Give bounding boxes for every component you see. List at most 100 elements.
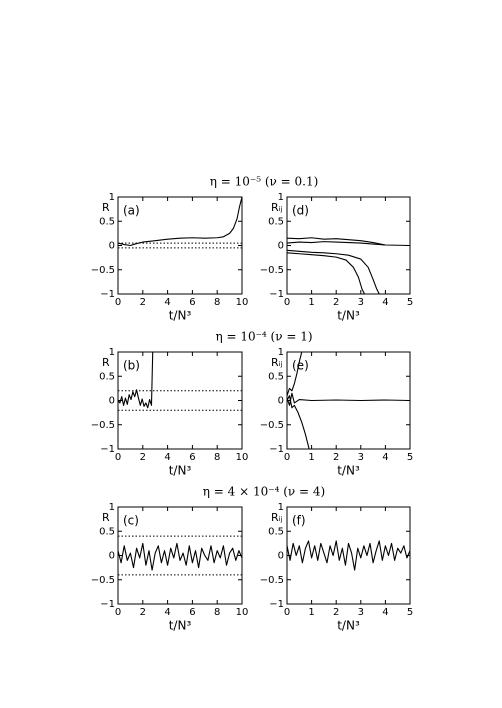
y-tick-label: −1 bbox=[269, 599, 284, 610]
y-tick-label: 0.5 bbox=[99, 216, 115, 227]
y-tick-label: −0.5 bbox=[260, 265, 284, 276]
x-axis-label: t/N³ bbox=[337, 464, 360, 478]
x-axis-label: t/N³ bbox=[169, 619, 192, 633]
x-tick-label: 2 bbox=[333, 607, 339, 618]
y-tick-label: 0 bbox=[109, 241, 115, 252]
x-axis-label: t/N³ bbox=[337, 309, 360, 323]
x-tick-label: 10 bbox=[236, 607, 249, 618]
y-tick-label: 0.5 bbox=[268, 371, 284, 382]
y-tick-label: −0.5 bbox=[91, 420, 115, 431]
panel-label: (a) bbox=[123, 204, 140, 218]
data-line bbox=[286, 241, 386, 246]
x-axis-label: t/N³ bbox=[337, 619, 360, 633]
x-tick-label: 0 bbox=[284, 452, 290, 463]
row-title: η = 4 × 10⁻⁴ (ν = 4) bbox=[203, 485, 325, 499]
y-tick-label: 0.5 bbox=[99, 526, 115, 537]
x-tick-label: 0 bbox=[115, 607, 121, 618]
data-line bbox=[117, 351, 242, 409]
y-tick-label: 0.5 bbox=[268, 216, 284, 227]
y-tick-label: 0.5 bbox=[99, 371, 115, 382]
data-line bbox=[286, 540, 411, 571]
y-tick-label: 1 bbox=[278, 347, 284, 358]
x-tick-label: 5 bbox=[407, 452, 413, 463]
x-tick-label: 6 bbox=[189, 297, 195, 308]
y-tick-label: −1 bbox=[100, 289, 115, 300]
y-tick-label: −1 bbox=[100, 444, 115, 455]
y-tick-label: −0.5 bbox=[91, 265, 115, 276]
data-line bbox=[286, 252, 410, 295]
y-axis-label: Rᵢⱼ bbox=[271, 356, 283, 369]
x-tick-label: 6 bbox=[189, 607, 195, 618]
x-tick-label: 1 bbox=[308, 452, 314, 463]
panel-label: (d) bbox=[292, 204, 309, 218]
x-tick-label: 4 bbox=[164, 607, 170, 618]
y-tick-label: 1 bbox=[278, 192, 284, 203]
data-line bbox=[117, 542, 243, 571]
panel-label: (b) bbox=[123, 359, 140, 373]
y-tick-label: 0.5 bbox=[268, 526, 284, 537]
x-tick-label: 2 bbox=[333, 297, 339, 308]
x-tick-label: 2 bbox=[140, 452, 146, 463]
y-axis-label: R bbox=[102, 511, 110, 524]
x-tick-label: 8 bbox=[214, 297, 220, 308]
x-tick-label: 10 bbox=[236, 297, 249, 308]
x-tick-label: 3 bbox=[358, 607, 364, 618]
x-tick-label: 4 bbox=[164, 452, 170, 463]
x-tick-label: 1 bbox=[308, 607, 314, 618]
data-line bbox=[286, 237, 411, 247]
y-axis-label: Rᵢⱼ bbox=[271, 201, 283, 214]
y-tick-label: −1 bbox=[100, 599, 115, 610]
x-tick-label: 4 bbox=[164, 297, 170, 308]
data-line bbox=[286, 395, 410, 450]
x-tick-label: 0 bbox=[115, 297, 121, 308]
x-tick-label: 8 bbox=[214, 607, 220, 618]
y-tick-label: 0 bbox=[278, 396, 284, 407]
y-axis-label: Rᵢⱼ bbox=[271, 511, 283, 524]
panel-label: (c) bbox=[123, 514, 139, 528]
y-axis-label: R bbox=[102, 201, 110, 214]
x-tick-label: 8 bbox=[214, 452, 220, 463]
y-tick-label: 0 bbox=[278, 551, 284, 562]
y-tick-label: 1 bbox=[109, 347, 115, 358]
x-axis-label: t/N³ bbox=[169, 464, 192, 478]
y-tick-label: −0.5 bbox=[260, 420, 284, 431]
x-tick-label: 1 bbox=[308, 297, 314, 308]
y-axis-label: R bbox=[102, 356, 110, 369]
x-tick-label: 3 bbox=[358, 452, 364, 463]
y-tick-label: 1 bbox=[109, 192, 115, 203]
data-line bbox=[286, 351, 410, 396]
x-tick-label: 0 bbox=[284, 297, 290, 308]
x-axis-label: t/N³ bbox=[169, 309, 192, 323]
x-tick-label: 3 bbox=[358, 297, 364, 308]
y-tick-label: −0.5 bbox=[91, 575, 115, 586]
y-tick-label: 1 bbox=[278, 502, 284, 513]
y-tick-label: −1 bbox=[269, 289, 284, 300]
x-tick-label: 4 bbox=[382, 607, 388, 618]
y-tick-label: −1 bbox=[269, 444, 284, 455]
x-tick-label: 4 bbox=[382, 452, 388, 463]
data-line bbox=[117, 196, 243, 247]
x-tick-label: 0 bbox=[115, 452, 121, 463]
data-line bbox=[286, 249, 410, 295]
y-tick-label: −0.5 bbox=[260, 575, 284, 586]
row-title: η = 10⁻⁵ (ν = 0.1) bbox=[210, 175, 319, 189]
data-line bbox=[286, 392, 411, 406]
x-tick-label: 6 bbox=[189, 452, 195, 463]
x-tick-label: 4 bbox=[382, 297, 388, 308]
x-tick-label: 5 bbox=[407, 297, 413, 308]
row-title: η = 10⁻⁴ (ν = 1) bbox=[215, 330, 312, 344]
panel-label: (f) bbox=[292, 514, 306, 528]
y-tick-label: 0 bbox=[109, 551, 115, 562]
x-tick-label: 2 bbox=[140, 297, 146, 308]
y-tick-label: 1 bbox=[109, 502, 115, 513]
y-tick-label: 0 bbox=[278, 241, 284, 252]
panel-label: (e) bbox=[292, 359, 309, 373]
x-tick-label: 10 bbox=[236, 452, 249, 463]
y-tick-label: 0 bbox=[109, 396, 115, 407]
x-tick-label: 2 bbox=[140, 607, 146, 618]
x-tick-label: 0 bbox=[284, 607, 290, 618]
x-tick-label: 2 bbox=[333, 452, 339, 463]
x-tick-label: 5 bbox=[407, 607, 413, 618]
